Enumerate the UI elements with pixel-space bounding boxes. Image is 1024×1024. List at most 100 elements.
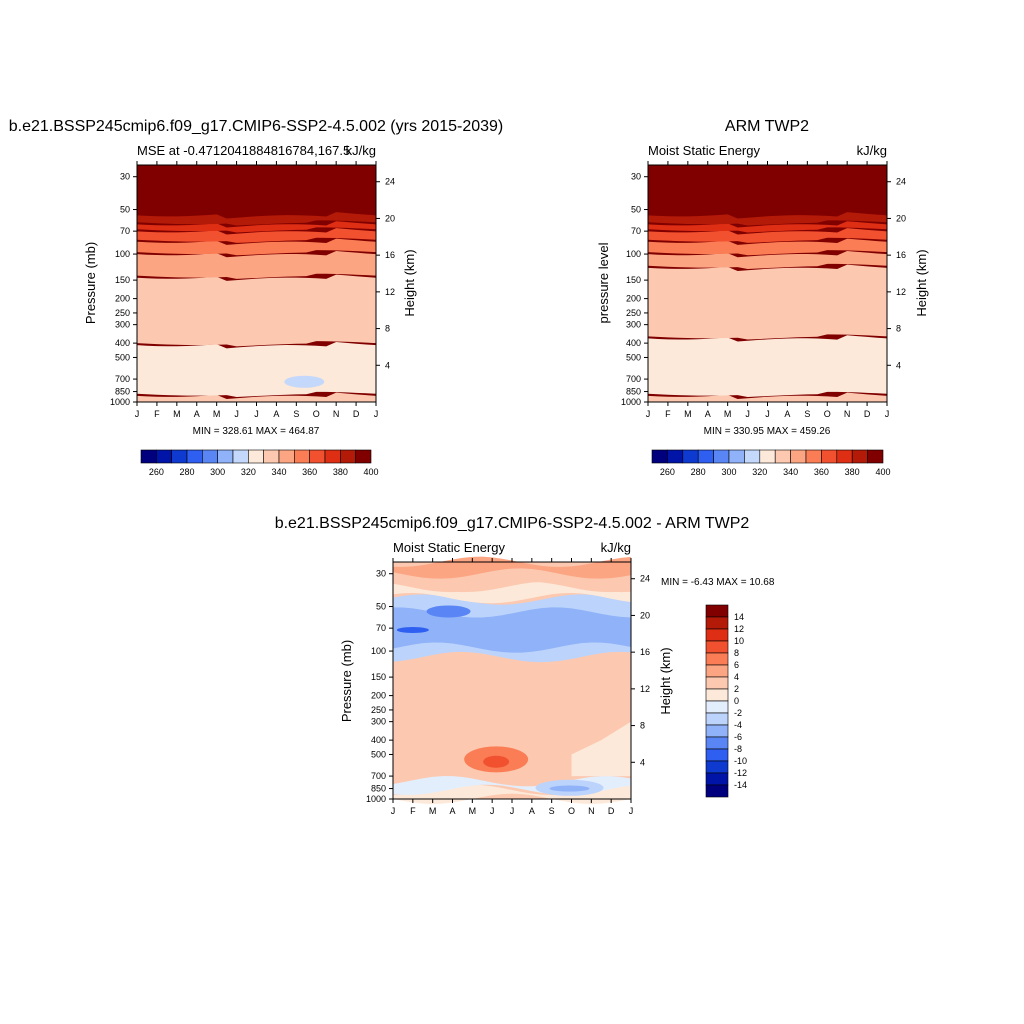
- y-tick-label: 30: [376, 569, 386, 579]
- colorbar-swatch: [667, 449, 684, 464]
- x-tick-label: O: [568, 806, 575, 816]
- colorbar-label: 340: [783, 467, 798, 477]
- colorbar-swatch: [836, 449, 853, 464]
- contour-band: [648, 251, 887, 269]
- colorbar-swatch: [217, 449, 234, 464]
- colorbar-swatch: [340, 449, 356, 464]
- y-tick-label: 150: [115, 275, 130, 285]
- x-tick-label: M: [469, 806, 477, 816]
- x-tick-label: M: [724, 409, 732, 419]
- y-right-tick-label: 8: [640, 721, 645, 731]
- y-right-tick-label: 20: [896, 213, 906, 223]
- y-right-tick-label: 8: [385, 324, 390, 334]
- y-tick-label: 200: [626, 294, 641, 304]
- colorbar-swatch: [156, 449, 172, 464]
- colorbar-label: 380: [333, 467, 348, 477]
- panel-3-units: kJ/kg: [601, 540, 631, 555]
- y-tick-label: 1000: [621, 397, 641, 407]
- x-tick-label: D: [353, 409, 360, 419]
- x-tick-label: A: [273, 409, 279, 419]
- colorbar-swatch: [851, 449, 868, 464]
- x-tick-label: A: [449, 806, 455, 816]
- panel-1-title: b.e21.BSSP245cmip6.f09_g17.CMIP6-SSP2-4.…: [9, 118, 504, 135]
- contour-blob: [426, 605, 471, 618]
- x-tick-label: A: [194, 409, 200, 419]
- contour-band: [648, 238, 887, 256]
- colorbar-swatch: [744, 449, 761, 464]
- contour-band: [648, 212, 887, 226]
- colorbar-label: 340: [271, 467, 286, 477]
- x-tick-label: O: [824, 409, 831, 419]
- x-tick-label: J: [629, 806, 634, 816]
- y-tick-label: 200: [115, 294, 130, 304]
- y-tick-label: 70: [631, 226, 641, 236]
- panel-3-ylabel: Pressure (mb): [339, 640, 354, 722]
- colorbar-label: 260: [660, 467, 675, 477]
- x-tick-label: A: [705, 409, 711, 419]
- x-tick-label: D: [608, 806, 615, 816]
- panel-1-ylabel-right: Height (km): [402, 249, 417, 316]
- colorbar-label: 14: [734, 612, 744, 622]
- x-tick-label: J: [374, 409, 379, 419]
- contour-band: [393, 581, 631, 604]
- panel-2-title: ARM TWP2: [725, 118, 809, 135]
- contour-band: [571, 721, 631, 777]
- colorbar-label: 2: [734, 684, 739, 694]
- y-right-tick-label: 4: [385, 360, 390, 370]
- colorbar-label: 260: [149, 467, 164, 477]
- colorbar-label: 300: [210, 467, 225, 477]
- colorbar-label: 300: [721, 467, 736, 477]
- y-tick-label: 100: [115, 249, 130, 259]
- colorbar-swatch: [697, 449, 714, 464]
- y-tick-label: 1000: [366, 794, 386, 804]
- contour-band: [648, 221, 887, 233]
- y-right-tick-label: 16: [385, 250, 395, 260]
- colorbar-label: -10: [734, 756, 747, 766]
- x-tick-label: S: [804, 409, 810, 419]
- panel-1-minmax: MIN = 328.61 MAX = 464.87: [193, 426, 320, 437]
- colorbar-swatch: [309, 449, 326, 464]
- colorbar-swatch: [705, 628, 729, 642]
- y-right-tick-label: 12: [896, 287, 906, 297]
- colorbar-label: 360: [302, 467, 317, 477]
- colorbar-label: 400: [363, 467, 378, 477]
- contour-band: [137, 212, 376, 226]
- x-tick-label: J: [646, 409, 651, 419]
- contour-blob: [284, 375, 325, 388]
- colorbar-swatch: [705, 784, 729, 798]
- y-tick-label: 50: [376, 602, 386, 612]
- colorbar-swatch: [821, 449, 838, 464]
- colorbar-swatch: [728, 449, 745, 464]
- colorbar-swatch: [774, 449, 791, 464]
- y-tick-label: 150: [626, 275, 641, 285]
- panel-obs-mse: ARM TWP2 Moist Static Energy kJ/kg 30 50 7…: [596, 118, 929, 477]
- x-tick-label: S: [293, 409, 299, 419]
- panel-1-ylabel: Pressure (mb): [83, 242, 98, 324]
- y-tick-label: 50: [631, 205, 641, 215]
- contour-band: [393, 607, 631, 653]
- y-tick-label: 850: [626, 387, 641, 397]
- colorbar-label: 320: [241, 467, 256, 477]
- colorbar-label: -6: [734, 732, 742, 742]
- x-tick-label: J: [135, 409, 140, 419]
- contour-band: [648, 392, 887, 402]
- x-tick-label: M: [173, 409, 181, 419]
- y-right-tick-label: 20: [640, 610, 650, 620]
- colorbar-swatch: [705, 664, 729, 678]
- x-tick-label: J: [745, 409, 750, 419]
- colorbar-swatch: [705, 724, 729, 738]
- colorbar-swatch: [705, 712, 729, 726]
- panel-2-ylabel: pressure level: [596, 242, 611, 323]
- x-tick-label: F: [410, 806, 416, 816]
- panel-model-mse: b.e21.BSSP245cmip6.f09_g17.CMIP6-SSP2-4.…: [9, 118, 504, 477]
- colorbar-label: 4: [734, 672, 739, 682]
- panel-3-title: b.e21.BSSP245cmip6.f09_g17.CMIP6-SSP2-4.…: [275, 515, 750, 532]
- y-tick-label: 100: [371, 646, 386, 656]
- colorbar-swatch: [248, 449, 264, 464]
- colorbar-swatch: [705, 688, 729, 702]
- panel-3-colorbar: 14 12 10 8 6 4 2 0 -2 -4 -6 -8 -10 -12 -14: [705, 604, 747, 798]
- panel-3-ylabel-right: Height (km): [658, 647, 673, 714]
- panel-1-colorbar: 260 280 300 320 340 360 380 400: [140, 449, 379, 477]
